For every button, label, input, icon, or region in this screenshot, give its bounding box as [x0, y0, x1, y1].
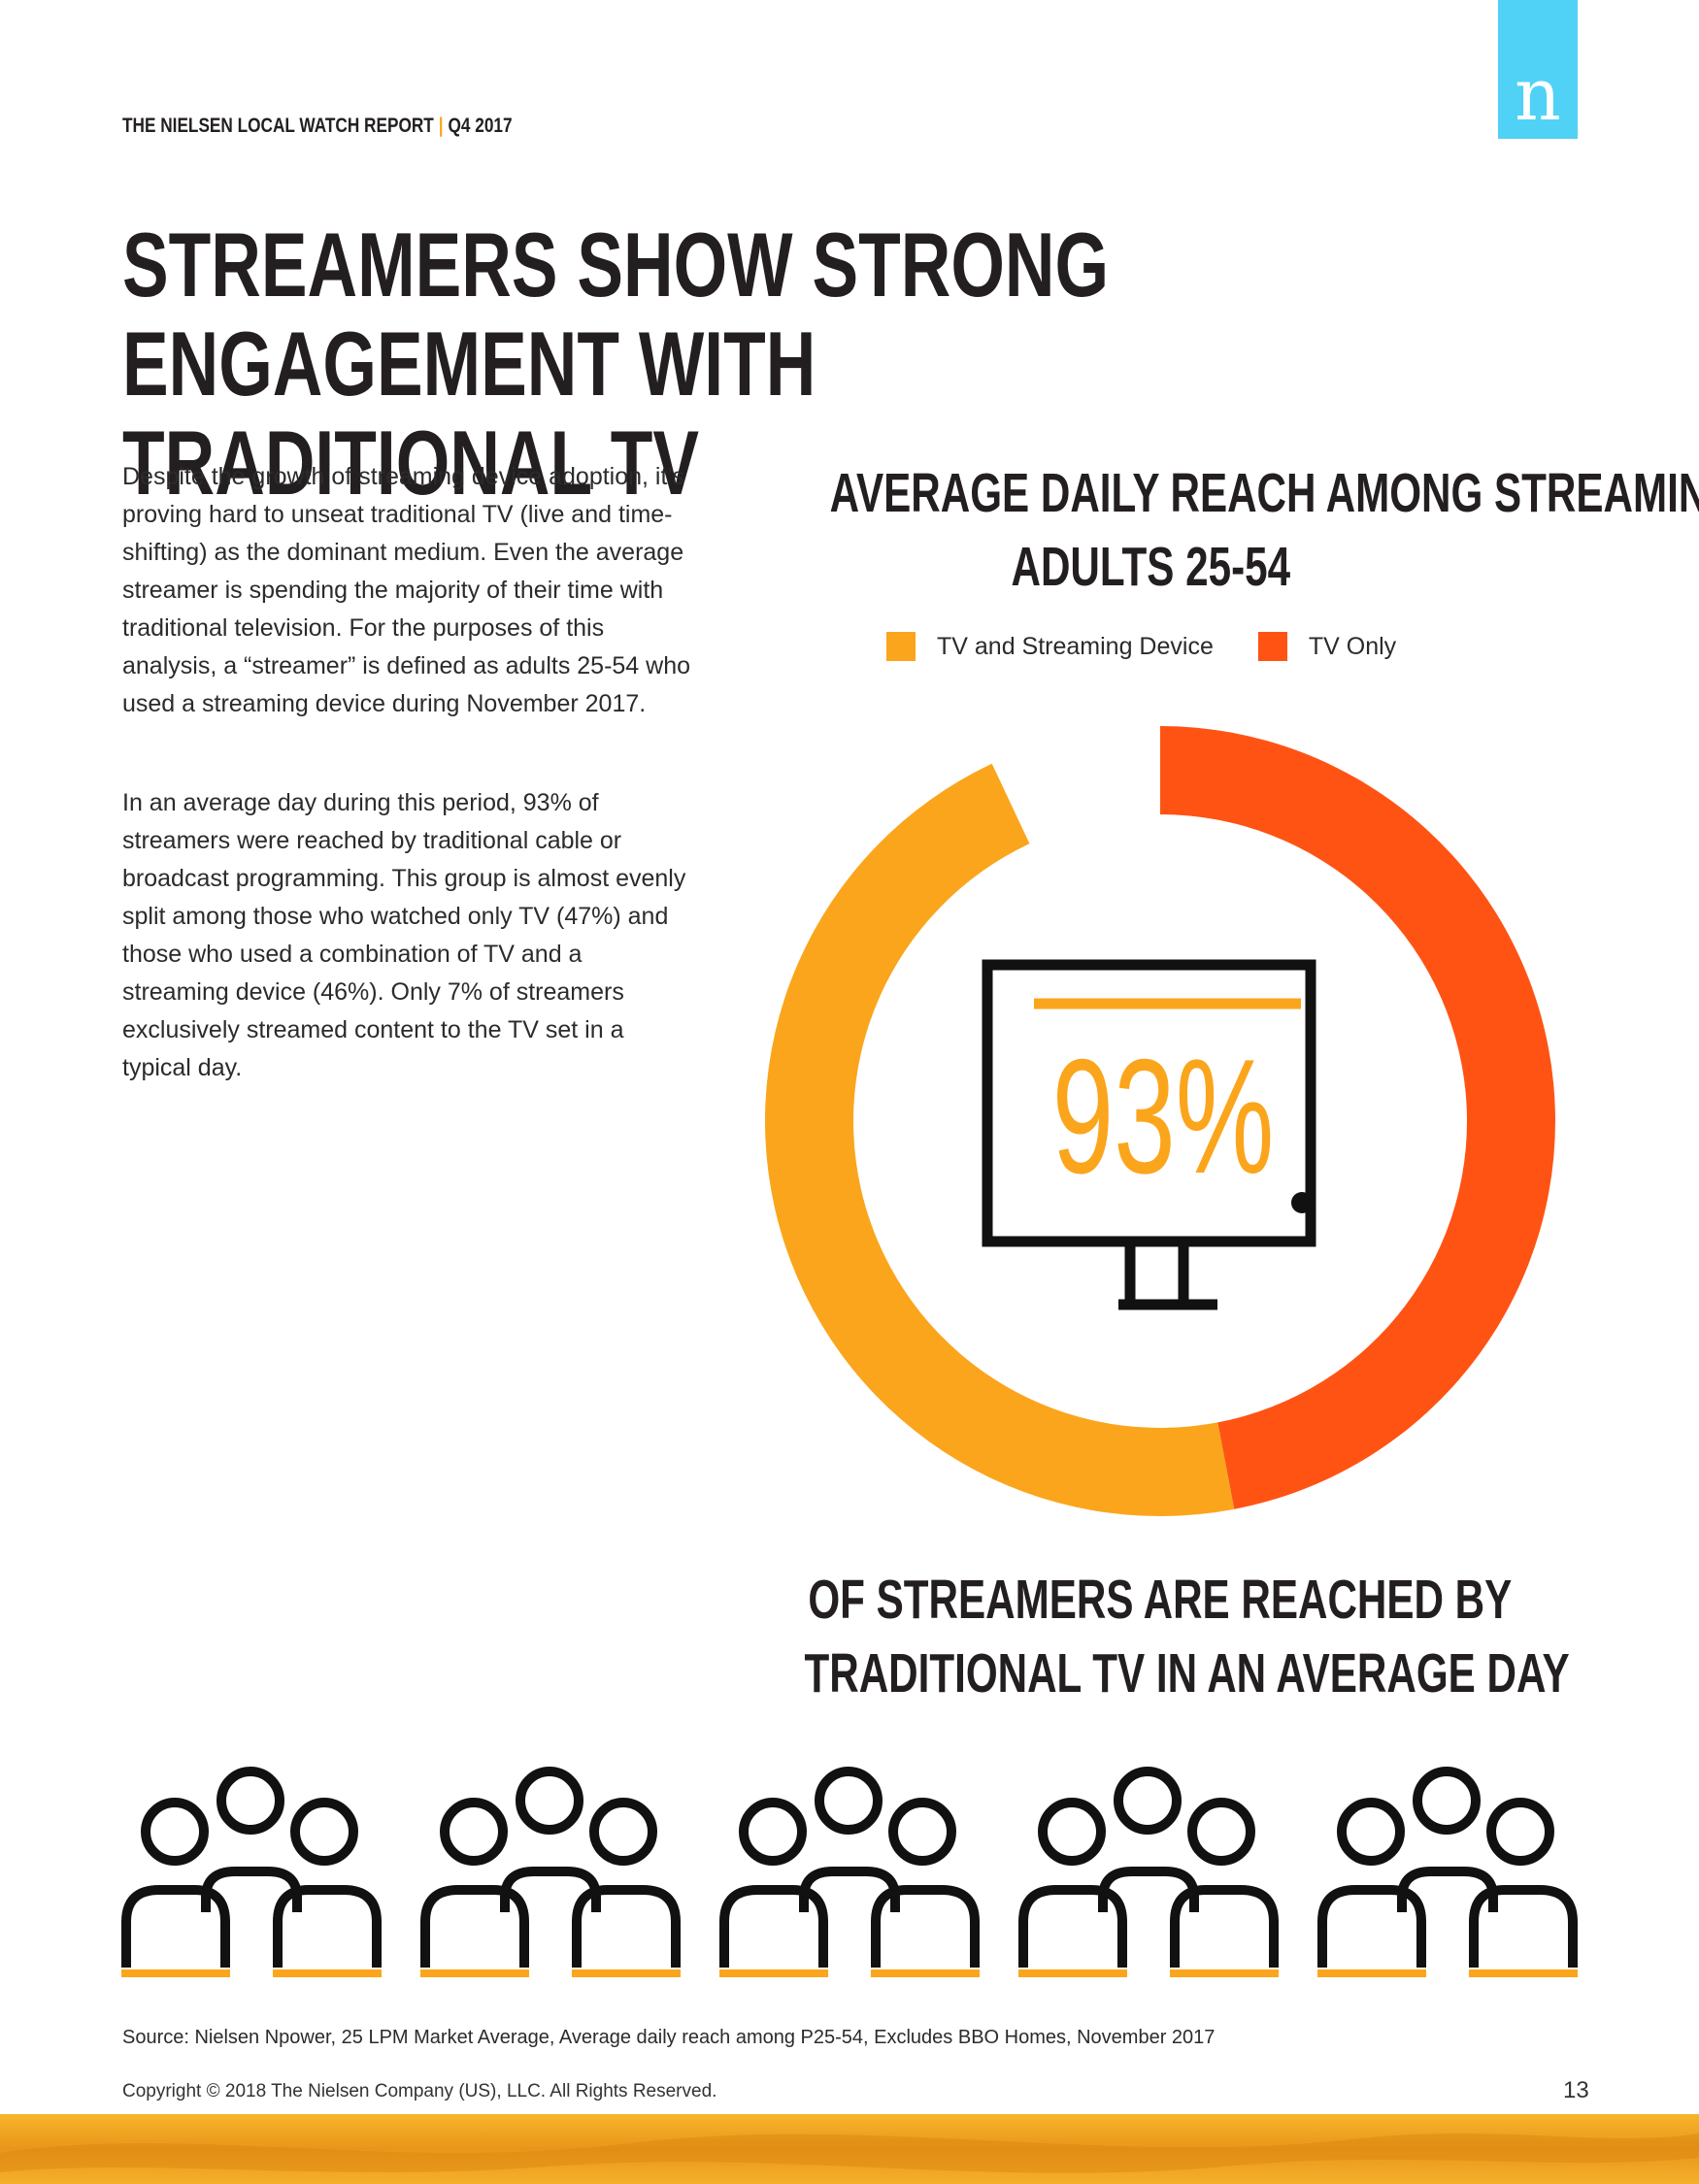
donut-segment-tv-and-streaming: [765, 763, 1235, 1516]
report-name: THE NIELSEN LOCAL WATCH REPORT: [122, 115, 434, 137]
donut-chart: 93%: [765, 726, 1555, 1516]
header-separator: |: [438, 115, 444, 137]
source-note: Source: Nielsen Npower, 25 LPM Market Av…: [122, 2027, 1216, 2048]
legend-swatch-tv-only: [1257, 632, 1287, 661]
report-header: THE NIELSEN LOCAL WATCH REPORT | Q4 2017: [122, 115, 513, 138]
chart-legend: TV and Streaming Device TV Only: [886, 629, 1441, 664]
donut-segment-tv-only: [1160, 726, 1555, 1509]
center-percentage: 93%: [1052, 1026, 1275, 1208]
chart-caption: OF STREAMERS ARE REACHED BY TRADITIONAL …: [670, 1563, 1650, 1710]
page-title: STREAMERS SHOW STRONG ENGAGEMENT WITH TR…: [122, 215, 1303, 513]
tv-monitor-icon: [982, 959, 1316, 1310]
legend-item-tv-only: TV Only: [1257, 632, 1397, 661]
page-title-line2: TRADITIONAL TV: [122, 412, 699, 513]
chart-title-line1: AVERAGE DAILY REACH AMONG STREAMING: [829, 462, 1699, 524]
body-paragraph-1: Despite the growth of streaming device a…: [122, 463, 691, 717]
people-icons-row: [117, 1752, 1592, 1980]
chart-caption-line2: TRADITIONAL TV IN AN AVERAGE DAY: [804, 1642, 1570, 1704]
people-group-icon: [719, 1771, 980, 1973]
people-group-icon: [1317, 1771, 1578, 1973]
people-group-icon: [121, 1771, 382, 1973]
page-number: 13: [1563, 2077, 1589, 2103]
body-paragraph-2: In an average day during this period, 93…: [122, 789, 686, 1081]
people-group-icon: [1018, 1771, 1279, 1973]
legend-label-tv-only: TV Only: [1308, 632, 1397, 660]
people-group-icon: [420, 1771, 681, 1973]
chart-title: AVERAGE DAILY REACH AMONG STREAMING ADUL…: [670, 456, 1699, 604]
footer-band: [0, 2114, 1699, 2184]
chart-caption-line1: OF STREAMERS ARE REACHED BY: [808, 1569, 1513, 1631]
copyright-notice: Copyright © 2018 The Nielsen Company (US…: [122, 2081, 717, 2101]
nielsen-logo: n: [1498, 0, 1578, 139]
page-title-line1: STREAMERS SHOW STRONG ENGAGEMENT WITH: [122, 214, 1110, 414]
legend-item-tv-and-streaming: TV and Streaming Device: [886, 632, 1214, 661]
logo-letter: n: [1515, 53, 1561, 137]
chart-title-line2: ADULTS 25-54: [1011, 536, 1290, 598]
legend-swatch-tv-and-streaming: [886, 632, 916, 661]
report-period: Q4 2017: [448, 115, 513, 137]
legend-label-tv-and-streaming: TV and Streaming Device: [937, 632, 1214, 660]
